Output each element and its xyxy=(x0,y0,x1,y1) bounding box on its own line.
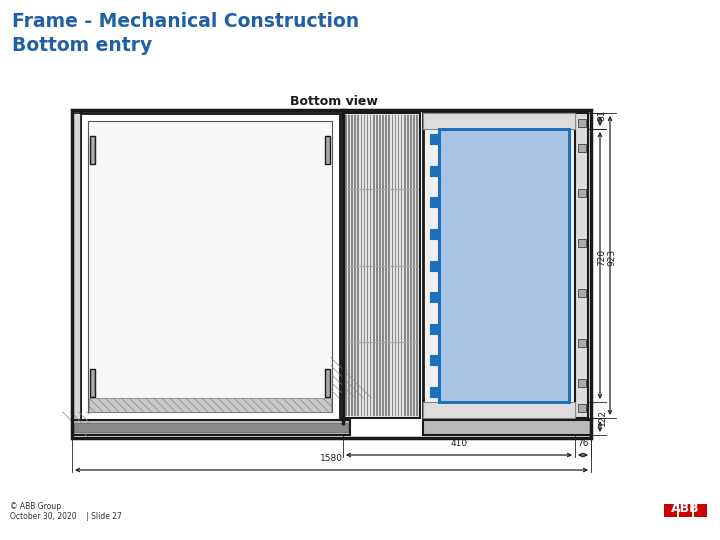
Bar xyxy=(364,115,365,416)
Text: 1580: 1580 xyxy=(320,454,343,463)
Bar xyxy=(423,420,591,435)
Bar xyxy=(373,115,374,416)
Bar xyxy=(398,115,400,416)
Bar xyxy=(430,166,439,176)
Bar xyxy=(578,339,586,347)
Bar xyxy=(407,115,409,416)
Bar xyxy=(430,229,439,239)
Text: 720: 720 xyxy=(598,248,606,266)
Bar xyxy=(678,503,691,516)
Text: 122: 122 xyxy=(598,409,606,427)
Bar xyxy=(423,402,575,418)
Bar xyxy=(357,115,359,416)
Text: © ABB Group: © ABB Group xyxy=(10,502,61,511)
Bar xyxy=(430,387,439,397)
Text: 76: 76 xyxy=(577,439,589,448)
Bar xyxy=(74,423,348,432)
Bar xyxy=(88,121,332,412)
Bar xyxy=(348,115,350,416)
Text: ABB: ABB xyxy=(671,503,699,516)
Bar xyxy=(90,369,95,397)
Bar xyxy=(430,197,439,207)
Bar xyxy=(345,115,346,416)
Text: Bottom view: Bottom view xyxy=(290,95,378,108)
Bar xyxy=(423,113,575,418)
Bar xyxy=(430,134,439,144)
Bar xyxy=(376,115,377,416)
Bar xyxy=(325,369,330,397)
Bar xyxy=(439,129,569,402)
Bar xyxy=(379,115,381,416)
Bar xyxy=(430,355,439,366)
Bar xyxy=(575,113,588,418)
Bar xyxy=(578,239,586,247)
Bar xyxy=(72,420,350,435)
Bar xyxy=(578,379,586,387)
Text: Frame - Mechanical Construction: Frame - Mechanical Construction xyxy=(12,12,359,31)
Bar xyxy=(392,115,393,416)
Bar xyxy=(430,324,439,334)
Bar xyxy=(578,119,586,127)
Bar xyxy=(385,115,387,416)
Bar xyxy=(578,289,586,297)
Text: 81: 81 xyxy=(598,110,606,121)
Text: 410: 410 xyxy=(451,439,467,448)
Bar xyxy=(416,115,418,416)
Bar xyxy=(430,260,439,271)
Bar xyxy=(430,292,439,302)
Bar xyxy=(693,503,706,516)
Bar xyxy=(80,113,340,420)
Bar xyxy=(361,115,362,416)
Bar xyxy=(413,115,415,416)
Bar xyxy=(90,136,95,164)
Bar xyxy=(351,115,353,416)
Bar xyxy=(578,144,586,152)
Bar xyxy=(72,110,591,438)
Bar xyxy=(343,113,420,418)
Bar xyxy=(395,115,396,416)
Bar xyxy=(423,113,575,129)
Bar xyxy=(664,503,677,516)
Bar xyxy=(354,115,356,416)
Bar xyxy=(370,115,372,416)
Bar xyxy=(366,115,369,416)
Bar xyxy=(389,115,390,416)
Bar xyxy=(578,404,586,412)
Bar xyxy=(72,113,81,420)
Bar xyxy=(325,136,330,164)
Text: 923: 923 xyxy=(608,248,616,266)
Bar xyxy=(89,398,331,412)
Bar xyxy=(401,115,402,416)
Text: October 30, 2020    | Slide 27: October 30, 2020 | Slide 27 xyxy=(10,512,122,521)
Bar xyxy=(410,115,412,416)
Bar xyxy=(382,115,384,416)
Text: Bottom entry: Bottom entry xyxy=(12,36,152,55)
Bar xyxy=(578,189,586,197)
Bar xyxy=(404,115,405,416)
